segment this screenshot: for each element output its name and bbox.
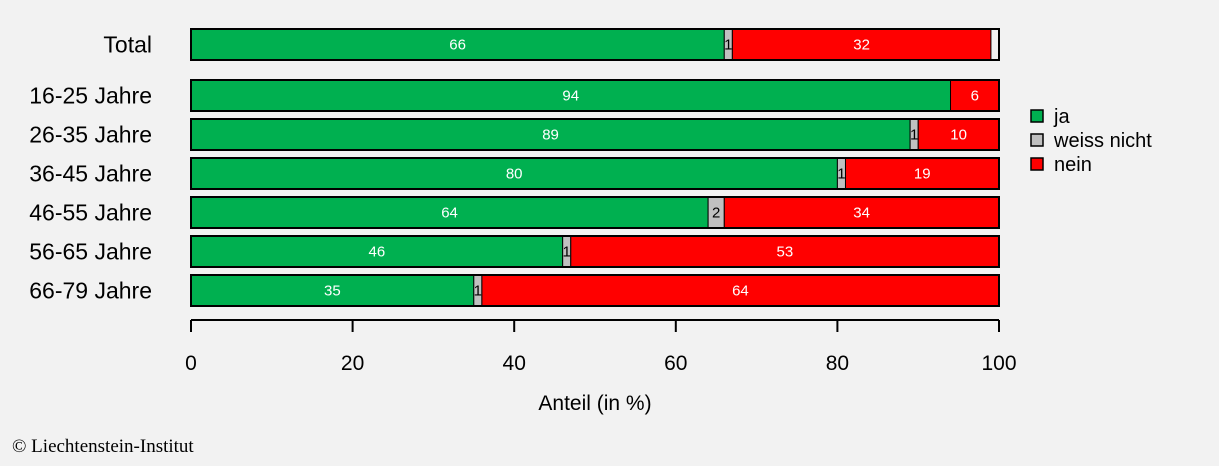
x-axis-title: Anteil (in %)	[538, 392, 651, 415]
bar-segment	[190, 274, 475, 307]
data-label: 1	[563, 244, 571, 261]
bar-outline	[190, 274, 1000, 307]
bar-outline	[190, 79, 1000, 112]
x-tick-label: 100	[981, 352, 1016, 375]
data-label: 46	[368, 244, 385, 261]
bar-segment	[481, 274, 1000, 307]
x-tick-label: 0	[185, 352, 197, 375]
legend-swatch	[1030, 109, 1044, 123]
x-tick-label: 80	[826, 352, 849, 375]
bar-segment	[190, 79, 952, 112]
x-tick-label: 40	[503, 352, 526, 375]
bar-segment	[917, 118, 1000, 151]
category-label: 16-25 Jahre	[29, 83, 152, 109]
category-label: 26-35 Jahre	[29, 122, 152, 148]
legend-label: weiss nicht	[1053, 130, 1152, 152]
legend-label: ja	[1053, 106, 1070, 128]
data-label: 64	[441, 205, 458, 222]
data-label: 1	[910, 127, 918, 144]
data-label: 32	[853, 37, 870, 54]
bar-outline	[190, 28, 1000, 61]
data-label: 66	[449, 37, 466, 54]
bar-segment	[190, 196, 709, 229]
legend-swatch	[1030, 157, 1044, 171]
data-label: 6	[971, 88, 979, 105]
data-label: 34	[853, 205, 870, 222]
data-label: 2	[712, 205, 720, 222]
category-label: 66-79 Jahre	[29, 278, 152, 304]
bar-outline	[190, 118, 1000, 151]
data-label: 1	[474, 283, 482, 300]
data-label: 80	[506, 166, 523, 183]
copyright-credit: © Liechtenstein-Institut	[12, 436, 194, 457]
bar-segment	[190, 235, 564, 268]
category-label: Total	[103, 32, 152, 58]
legend-label: nein	[1054, 154, 1092, 176]
bar-segment	[190, 28, 725, 61]
data-label: 10	[950, 127, 967, 144]
x-tick-label: 60	[664, 352, 687, 375]
legend-swatch	[1030, 133, 1044, 147]
bar-outline	[190, 196, 1000, 229]
category-label: 46-55 Jahre	[29, 200, 152, 226]
x-tick-label: 20	[341, 352, 364, 375]
data-label: 35	[324, 283, 341, 300]
data-label: 53	[777, 244, 794, 261]
data-label: 19	[914, 166, 931, 183]
category-label: 56-65 Jahre	[29, 239, 152, 265]
bar-outline	[190, 157, 1000, 190]
data-label: 89	[542, 127, 559, 144]
bar-outline	[190, 235, 1000, 268]
data-label: 1	[724, 37, 732, 54]
data-label: 94	[562, 88, 579, 105]
category-label: 36-45 Jahre	[29, 161, 152, 187]
bar-segment	[844, 157, 1000, 190]
data-label: 64	[732, 283, 749, 300]
data-label: 1	[837, 166, 845, 183]
